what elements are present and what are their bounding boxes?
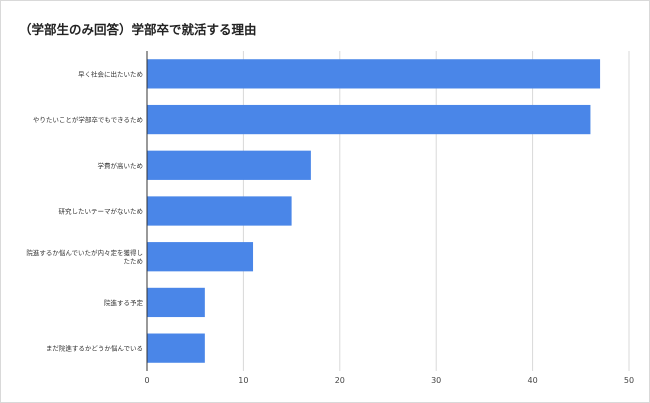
category-label-5: 院進する予定 [104,298,144,307]
bar-6 [147,333,205,363]
bar-4 [147,242,254,272]
category-label-3: 研究したいテーマがないため [59,207,144,216]
category-label-0: 早く社会に出たいため [78,69,143,78]
bar-3 [147,196,292,226]
bar-2 [147,150,311,180]
x-tick-label-1: 10 [238,376,248,385]
bar-1 [147,104,591,135]
x-tick-label-0: 0 [144,376,149,385]
category-label-1: やりたいことが学部卒でもできるため [33,115,143,124]
bar-5 [147,287,205,318]
category-label-4: 院進するか悩んでいたが内々定を獲得したため [26,248,143,266]
x-tick-label-3: 30 [431,376,441,385]
bar-0 [147,59,601,89]
x-tick-label-2: 20 [335,376,345,385]
category-label-6: まだ院進するかどうか悩んでいる [46,344,143,353]
x-tick-label-4: 40 [528,376,538,385]
category-label-2: 学費が高いため [98,161,144,170]
chart-title: （学部生のみ回答）学部卒で就活する理由 [19,22,257,37]
x-tick-label-5: 50 [624,376,634,385]
